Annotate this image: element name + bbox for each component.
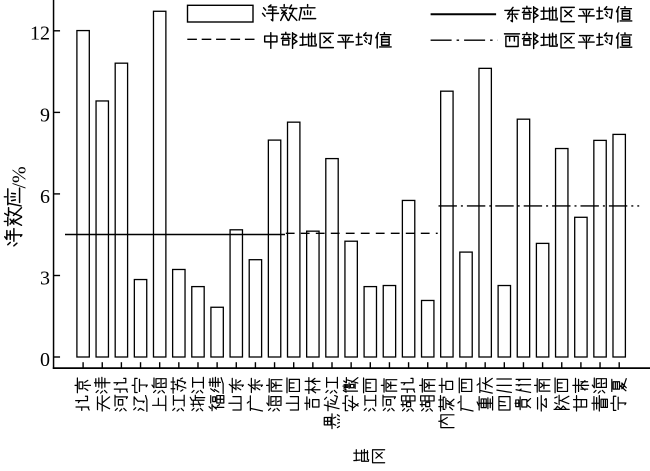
svg-text:0: 0: [40, 349, 50, 371]
svg-text:9: 9: [40, 104, 50, 126]
svg-text:3: 3: [40, 267, 50, 289]
svg-text:12: 12: [30, 23, 50, 45]
svg-text:/%: /%: [9, 166, 31, 188]
svg-text:6: 6: [40, 186, 50, 208]
